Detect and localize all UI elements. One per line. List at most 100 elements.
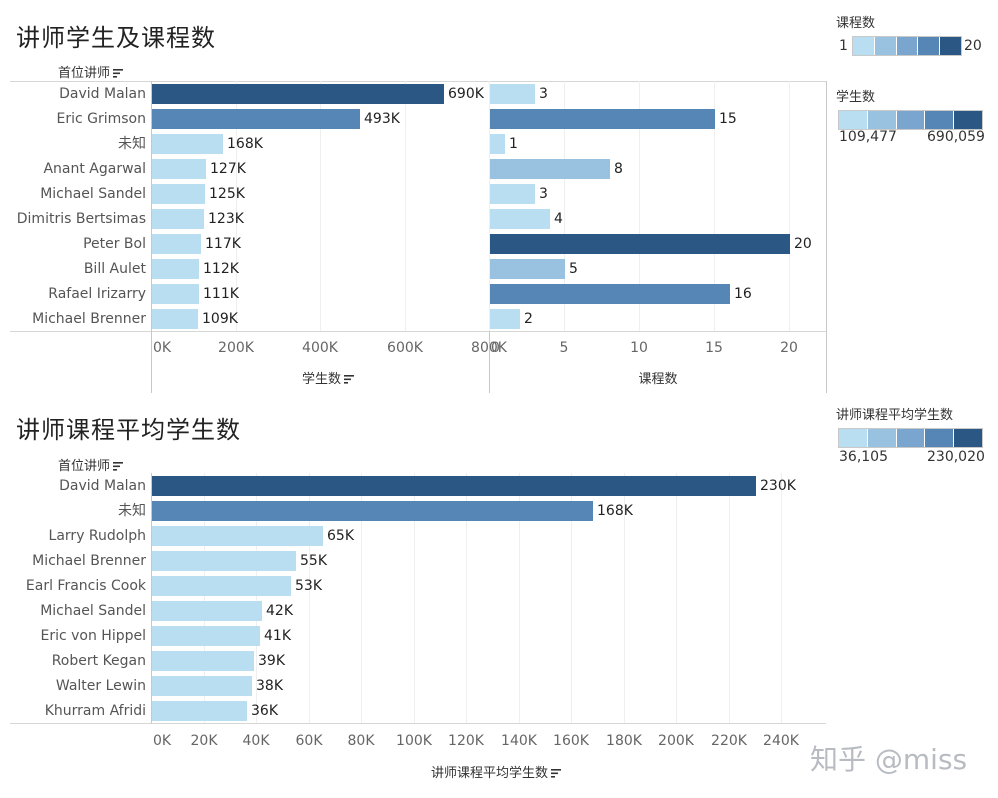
row-label[interactable]: Larry Rudolph xyxy=(48,528,146,544)
courses-bar[interactable] xyxy=(490,259,565,279)
avg-bar[interactable] xyxy=(152,676,252,696)
legend-courses-title: 课程数 xyxy=(836,16,876,31)
legend-students-min: 109,477 xyxy=(839,129,897,145)
courses-gridline xyxy=(639,81,640,331)
students-bar[interactable] xyxy=(152,84,444,104)
row-label[interactable]: Earl Francis Cook xyxy=(25,578,146,594)
courses-bar[interactable] xyxy=(490,309,520,329)
courses-value-label: 3 xyxy=(539,186,548,202)
courses-bar[interactable] xyxy=(490,159,610,179)
row-label[interactable]: David Malan xyxy=(59,86,146,102)
courses-gridline xyxy=(789,81,790,331)
sort-icon[interactable] xyxy=(113,69,124,78)
x-axis-title-courses: 课程数 xyxy=(638,372,678,387)
avg-gridline xyxy=(309,473,310,723)
avg-tick-label: 120K xyxy=(448,733,484,749)
legend-avg-swatch[interactable] xyxy=(838,428,983,448)
students-bar[interactable] xyxy=(152,209,204,229)
chart2-bottom-border xyxy=(10,723,826,724)
sort-icon[interactable] xyxy=(113,462,124,471)
row-field-header-1[interactable]: 首位讲师 xyxy=(58,62,124,81)
students-bar[interactable] xyxy=(152,109,360,129)
courses-value-label: 8 xyxy=(614,161,623,177)
courses-value-label: 4 xyxy=(554,211,563,227)
row-label[interactable]: 未知 xyxy=(118,136,146,152)
courses-bar[interactable] xyxy=(490,109,715,129)
students-value-label: 127K xyxy=(210,161,246,177)
avg-bar[interactable] xyxy=(152,701,247,721)
avg-gridline xyxy=(519,473,520,723)
row-label[interactable]: Rafael Irizarry xyxy=(48,286,146,302)
courses-value-label: 16 xyxy=(734,286,752,302)
row-label[interactable]: Peter Bol xyxy=(83,236,146,252)
row-label[interactable]: Anant Agarwal xyxy=(43,161,146,177)
avg-value-label: 168K xyxy=(597,503,633,519)
courses-value-label: 15 xyxy=(719,111,737,127)
avg-gridline xyxy=(466,473,467,723)
legend-avg-max: 230,020 xyxy=(927,449,985,465)
legend-students-swatch[interactable] xyxy=(838,110,983,130)
students-gridline xyxy=(489,81,490,331)
row-label[interactable]: Michael Brenner xyxy=(32,311,146,327)
avg-bar[interactable] xyxy=(152,476,756,496)
row-label[interactable]: David Malan xyxy=(59,478,146,494)
avg-bar[interactable] xyxy=(152,576,291,596)
avg-value-label: 39K xyxy=(258,653,285,669)
row-label[interactable]: Walter Lewin xyxy=(55,678,146,694)
courses-gridline xyxy=(564,81,565,331)
row-label[interactable]: Bill Aulet xyxy=(83,261,146,277)
courses-gridline xyxy=(714,81,715,331)
axis-title-label: 讲师课程平均学生数 xyxy=(430,766,549,781)
courses-bar[interactable] xyxy=(490,84,535,104)
row-label[interactable]: Eric von Hippel xyxy=(40,628,146,644)
courses-tick-label: 0 xyxy=(491,340,500,356)
avg-bar[interactable] xyxy=(152,626,260,646)
avg-gridline xyxy=(676,473,677,723)
students-bar[interactable] xyxy=(152,234,201,254)
avg-bar[interactable] xyxy=(152,526,323,546)
students-bar[interactable] xyxy=(152,309,198,329)
students-tick-label: 400K xyxy=(302,340,338,356)
courses-bar[interactable] xyxy=(490,234,790,254)
courses-tick-label: 15 xyxy=(705,340,723,356)
row-field-header-2[interactable]: 首位讲师 xyxy=(58,455,124,474)
sort-icon[interactable] xyxy=(551,769,562,778)
students-bar[interactable] xyxy=(152,284,199,304)
avg-bar[interactable] xyxy=(152,501,593,521)
row-label[interactable]: Dimitris Bertsimas xyxy=(16,211,146,227)
students-bar[interactable] xyxy=(152,259,199,279)
row-label[interactable]: Michael Brenner xyxy=(32,553,146,569)
students-tick-label: 800K xyxy=(471,340,507,356)
row-label[interactable]: Michael Sandel xyxy=(40,603,146,619)
row-label[interactable]: Michael Sandel xyxy=(40,186,146,202)
row-label[interactable]: Robert Kegan xyxy=(51,653,146,669)
students-bar[interactable] xyxy=(152,159,206,179)
row-label[interactable]: Eric Grimson xyxy=(56,111,146,127)
x-axis-title-avg[interactable]: 讲师课程平均学生数 xyxy=(430,762,562,781)
row-label[interactable]: Khurram Afridi xyxy=(44,703,146,719)
avg-bar[interactable] xyxy=(152,601,262,621)
courses-value-label: 20 xyxy=(794,236,812,252)
courses-bar[interactable] xyxy=(490,184,535,204)
students-bar[interactable] xyxy=(152,134,223,154)
students-value-label: 125K xyxy=(209,186,245,202)
row-label[interactable]: 未知 xyxy=(118,503,146,519)
courses-bar[interactable] xyxy=(490,284,730,304)
sort-icon[interactable] xyxy=(344,375,355,384)
x-axis-title-students[interactable]: 学生数 xyxy=(301,368,355,387)
avg-bar[interactable] xyxy=(152,551,296,571)
courses-value-label: 2 xyxy=(524,311,533,327)
courses-bar[interactable] xyxy=(490,209,550,229)
students-bar[interactable] xyxy=(152,184,205,204)
legend-avg-min: 36,105 xyxy=(839,449,888,465)
chart2-pane-divider-left xyxy=(151,473,152,723)
axis-title-label: 学生数 xyxy=(301,372,342,387)
avg-bar[interactable] xyxy=(152,651,254,671)
students-value-label: 117K xyxy=(205,236,241,252)
avg-gridline xyxy=(256,473,257,723)
avg-gridline xyxy=(729,473,730,723)
legend-courses-swatch[interactable] xyxy=(852,36,962,56)
chart1-top-border xyxy=(10,81,826,82)
courses-bar[interactable] xyxy=(490,134,505,154)
courses-value-label: 3 xyxy=(539,86,548,102)
